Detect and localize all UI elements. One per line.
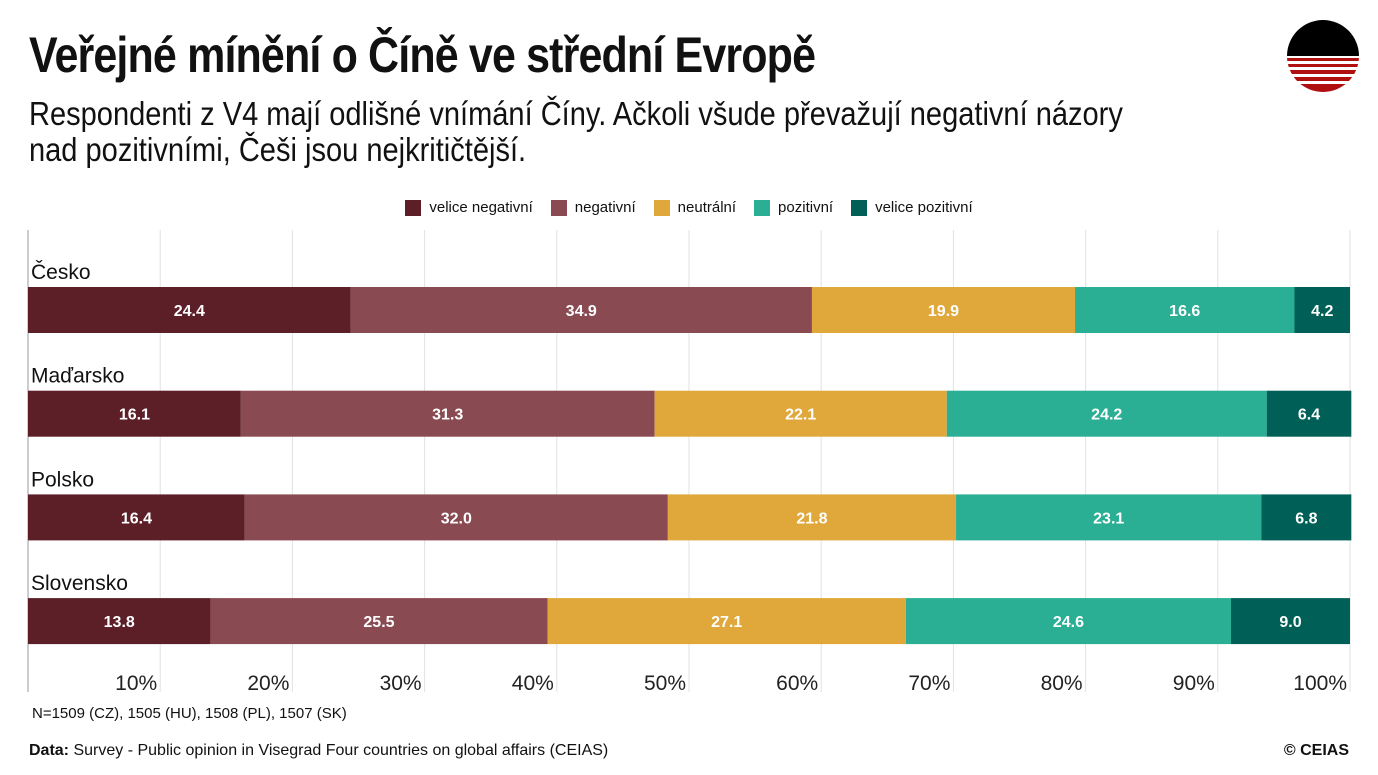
x-tick-label: 80% — [1041, 672, 1083, 695]
category-label: Maďarsko — [31, 365, 124, 388]
source-label: Data: — [29, 742, 70, 759]
legend-swatch — [405, 199, 422, 216]
data-label: 24.6 — [1053, 614, 1084, 631]
data-label: 9.0 — [1279, 614, 1301, 631]
category-label: Česko — [31, 261, 91, 284]
data-label: 4.2 — [1311, 303, 1333, 320]
bar-segment — [28, 287, 351, 333]
legend-swatch — [550, 199, 567, 216]
legend-label: negativní — [574, 199, 636, 216]
legend-item: pozitivní — [754, 199, 833, 216]
x-tick-label: 10% — [115, 672, 157, 695]
bar-segment — [350, 287, 812, 333]
legend-item: negativní — [550, 199, 636, 216]
data-label: 25.5 — [363, 614, 394, 631]
legend-item: velice pozitivní — [851, 199, 973, 216]
legend-label: velice pozitivní — [875, 199, 973, 216]
category-label: Slovensko — [31, 572, 128, 595]
data-label: 31.3 — [432, 407, 463, 424]
bar-segment — [210, 598, 548, 645]
legend-label: velice negativní — [429, 199, 533, 216]
sample-size-note: N=1509 (CZ), 1505 (HU), 1508 (PL), 1507 … — [32, 705, 347, 722]
bar-segment — [28, 390, 241, 437]
bar-segment — [28, 494, 245, 541]
legend: velice negativní negativní neutrální poziti… — [0, 199, 1378, 216]
legend-swatch — [653, 199, 670, 216]
data-label: 23.1 — [1093, 510, 1124, 527]
copyright: © CEIAS — [1283, 742, 1349, 759]
bar-segment — [240, 390, 655, 437]
source-text: Survey - Public opinion in Visegrad Four… — [69, 742, 609, 759]
bar-segment — [244, 494, 668, 541]
bar-segment — [1231, 598, 1350, 645]
bar-segment — [547, 598, 906, 645]
x-tick-label: 50% — [644, 672, 686, 695]
legend-label: pozitivní — [778, 199, 834, 216]
legend-swatch — [851, 199, 868, 216]
data-label: 19.9 — [928, 303, 959, 320]
source-line: Data: Survey - Public opinion in Visegra… — [29, 742, 608, 760]
x-tick-label: 100% — [1293, 672, 1347, 695]
stacked-bar-chart: 10% 20% 30% 40% 50% 60% 70% 80% 90% 100% Česko 24.4… — [27, 230, 1352, 695]
chart-title: Veřejné mínění o Číně ve střední Evropě — [29, 27, 816, 83]
bar-segment — [28, 598, 211, 645]
x-tick-label: 20% — [247, 672, 289, 695]
data-label: 24.2 — [1091, 407, 1122, 424]
bar-segment — [1266, 390, 1352, 437]
bar-segment — [667, 494, 957, 541]
legend-item: neutrální — [653, 199, 737, 216]
data-label: 16.4 — [121, 510, 152, 527]
data-label: 21.8 — [796, 510, 827, 527]
bar-segment — [1294, 287, 1350, 333]
x-tick-label: 30% — [380, 672, 422, 695]
category-label: Polsko — [31, 468, 94, 491]
bar-segment — [1075, 287, 1295, 333]
data-label: 6.4 — [1298, 407, 1320, 424]
data-label: 16.6 — [1169, 303, 1200, 320]
x-tick-label: 70% — [908, 672, 950, 695]
bar-segment — [946, 390, 1267, 437]
data-label: 27.1 — [711, 614, 742, 631]
x-tick-label: 40% — [512, 672, 554, 695]
data-label: 22.1 — [785, 407, 816, 424]
legend-item: velice negativní — [405, 199, 533, 216]
x-tick-label: 60% — [776, 672, 818, 695]
data-label: 6.8 — [1295, 510, 1317, 527]
bar-segment — [811, 287, 1076, 333]
x-tick-label: 90% — [1173, 672, 1215, 695]
data-label: 13.8 — [104, 614, 135, 631]
data-label: 34.9 — [566, 303, 597, 320]
bar-segment — [1261, 494, 1352, 541]
data-label: 24.4 — [174, 303, 205, 320]
legend-swatch — [754, 199, 771, 216]
chart-subtitle: Respondenti z V4 mají odlišné vnímání Čí… — [29, 95, 1123, 168]
bar-segment — [654, 390, 947, 437]
data-label: 32.0 — [441, 510, 472, 527]
legend-label: neutrální — [677, 199, 737, 216]
bar-segment — [905, 598, 1232, 645]
data-label: 16.1 — [119, 407, 150, 424]
bar-segment — [956, 494, 1262, 541]
ceias-logo — [1287, 20, 1359, 92]
